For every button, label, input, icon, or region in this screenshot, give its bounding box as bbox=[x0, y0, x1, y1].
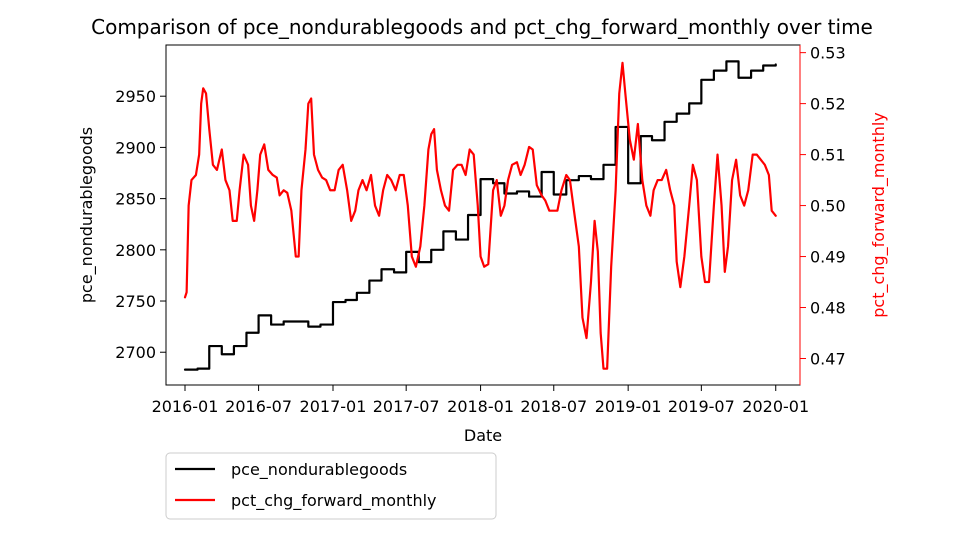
left-tick-label: 2700 bbox=[115, 343, 156, 362]
left-tick-label: 2750 bbox=[115, 292, 156, 311]
right-tick-label: 0.51 bbox=[810, 146, 846, 165]
left-tick-label: 2900 bbox=[115, 138, 156, 157]
legend: pce_nondurablegoods pct_chg_forward_mont… bbox=[165, 452, 497, 520]
right-axis-ticks: 0.47 0.48 0.49 0.50 0.51 0.52 0.53 bbox=[800, 44, 846, 368]
x-tick-label: 2016-07 bbox=[225, 397, 292, 416]
series-line-pce-nondurablegoods bbox=[183, 60, 777, 371]
x-axis-label: Date bbox=[464, 426, 502, 445]
x-tick-label: 2017-01 bbox=[300, 397, 367, 416]
chart-title: Comparison of pce_nondurablegoods and pc… bbox=[91, 15, 873, 39]
right-tick-label: 0.48 bbox=[810, 299, 846, 318]
right-tick-label: 0.50 bbox=[810, 197, 846, 216]
x-tick-label: 2016-01 bbox=[152, 397, 219, 416]
legend-box bbox=[165, 452, 497, 520]
x-tick-label: 2019-01 bbox=[595, 397, 662, 416]
x-tick-label: 2020-01 bbox=[742, 397, 809, 416]
series-layer bbox=[183, 60, 777, 371]
right-tick-label: 0.49 bbox=[810, 248, 846, 267]
left-axis-ticks: 2700 2750 2800 2850 2900 2950 bbox=[115, 87, 166, 362]
left-tick-label: 2950 bbox=[115, 87, 156, 106]
right-tick-label: 0.47 bbox=[810, 349, 846, 368]
left-tick-label: 2850 bbox=[115, 190, 156, 209]
series-line-pct-chg-forward-monthly bbox=[183, 61, 777, 370]
right-tick-label: 0.53 bbox=[810, 44, 846, 63]
x-tick-label: 2017-07 bbox=[373, 397, 440, 416]
x-tick-label: 2018-01 bbox=[447, 397, 514, 416]
legend-label-pce-nondurablegoods: pce_nondurablegoods bbox=[231, 460, 407, 480]
x-axis-ticks: 2016-01 2016-07 2017-01 2017-07 2018-01 2018-… bbox=[152, 385, 809, 416]
left-tick-label: 2800 bbox=[115, 241, 156, 260]
x-tick-label: 2018-07 bbox=[520, 397, 587, 416]
right-tick-label: 0.52 bbox=[810, 95, 846, 114]
legend-label-pct-chg-forward-monthly: pct_chg_forward_monthly bbox=[231, 491, 437, 511]
right-axis-label: pct_chg_forward_monthly bbox=[869, 112, 889, 318]
x-tick-label: 2019-07 bbox=[668, 397, 735, 416]
left-axis-label: pce_nondurablegoods bbox=[77, 127, 97, 303]
